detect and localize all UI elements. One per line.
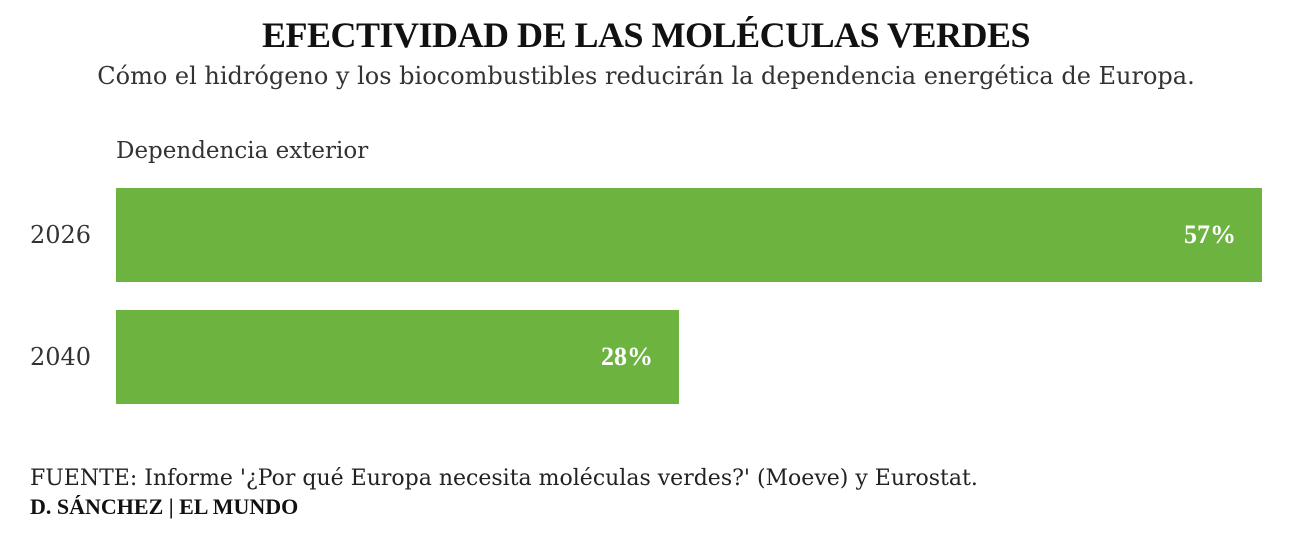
source-text: Informe '¿Por qué Europa necesita molécu… — [137, 466, 978, 491]
bar-2040 — [116, 310, 679, 404]
source-prefix: FUENTE: — [30, 466, 138, 491]
chart-title: EFECTIVIDAD DE LAS MOLÉCULAS VERDES — [262, 15, 1031, 55]
category-label-2026: 2026 — [30, 221, 92, 249]
bar-value-label-2040: 28% — [601, 342, 653, 371]
bar-value-label-2026: 57% — [1184, 220, 1236, 249]
series-label: Dependencia exterior — [116, 138, 369, 164]
source-note: FUENTE: Informe '¿Por qué Europa necesit… — [30, 466, 978, 491]
bar-2026 — [116, 188, 1262, 282]
category-label-2040: 2040 — [30, 343, 92, 371]
chart-subtitle: Cómo el hidrógeno y los biocombustibles … — [97, 62, 1195, 90]
credit-line: D. SÁNCHEZ | EL MUNDO — [30, 494, 299, 519]
